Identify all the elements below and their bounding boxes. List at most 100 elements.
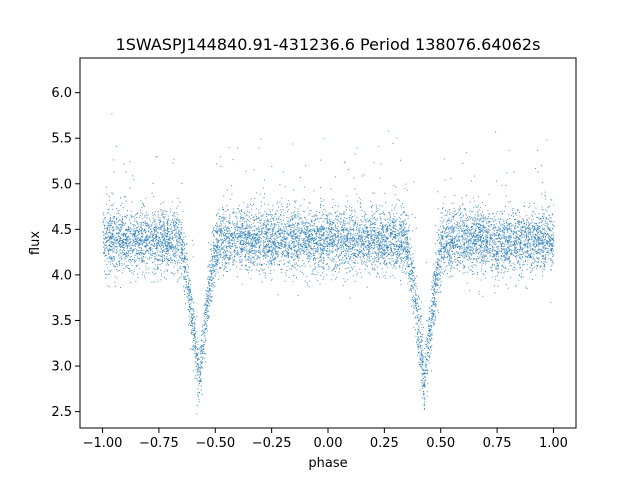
data-point bbox=[398, 199, 400, 201]
data-point bbox=[361, 237, 363, 239]
data-point bbox=[167, 232, 169, 234]
data-point bbox=[264, 251, 266, 253]
data-point bbox=[386, 237, 388, 239]
data-point bbox=[482, 295, 484, 297]
data-point bbox=[311, 219, 313, 221]
data-point bbox=[302, 210, 304, 212]
data-point bbox=[352, 228, 354, 230]
data-point bbox=[172, 254, 174, 256]
data-point bbox=[283, 241, 285, 243]
data-point bbox=[480, 219, 482, 221]
data-point bbox=[359, 252, 361, 254]
data-point bbox=[264, 223, 266, 225]
data-point bbox=[432, 297, 433, 299]
data-point bbox=[105, 246, 107, 248]
data-point bbox=[116, 236, 118, 238]
data-point bbox=[535, 268, 537, 269]
data-point bbox=[204, 324, 206, 326]
data-point bbox=[243, 243, 245, 245]
data-point bbox=[532, 229, 534, 231]
data-point bbox=[526, 234, 528, 236]
data-point bbox=[183, 289, 185, 291]
data-point bbox=[319, 212, 321, 213]
data-point bbox=[272, 240, 274, 242]
data-point bbox=[125, 266, 127, 268]
data-point bbox=[232, 208, 234, 210]
data-point bbox=[503, 260, 505, 261]
data-point bbox=[500, 218, 502, 220]
data-point bbox=[475, 224, 477, 226]
data-point bbox=[537, 265, 539, 267]
data-point bbox=[199, 372, 201, 374]
data-point bbox=[552, 235, 554, 237]
data-point bbox=[403, 233, 405, 235]
data-point bbox=[176, 212, 178, 214]
data-point bbox=[142, 240, 144, 242]
data-point bbox=[343, 243, 345, 244]
data-point bbox=[232, 250, 234, 252]
data-point bbox=[159, 244, 160, 246]
data-point bbox=[531, 235, 533, 237]
data-point bbox=[384, 214, 386, 216]
data-point bbox=[166, 235, 168, 237]
data-point bbox=[438, 251, 440, 253]
data-point bbox=[269, 251, 271, 252]
data-point bbox=[131, 255, 133, 257]
data-point bbox=[279, 229, 281, 231]
data-point bbox=[425, 363, 426, 365]
data-point bbox=[241, 236, 243, 238]
data-point bbox=[416, 316, 418, 318]
data-point bbox=[113, 217, 115, 219]
data-point bbox=[191, 239, 193, 241]
data-point bbox=[234, 225, 236, 227]
data-point bbox=[412, 271, 414, 272]
data-point bbox=[327, 218, 329, 220]
data-point bbox=[226, 221, 228, 222]
data-point bbox=[429, 330, 431, 332]
data-point bbox=[320, 230, 322, 232]
data-point bbox=[277, 236, 279, 238]
data-point bbox=[466, 229, 468, 230]
data-point bbox=[407, 231, 409, 233]
data-point bbox=[373, 240, 375, 242]
data-point bbox=[187, 301, 189, 303]
data-point bbox=[186, 253, 187, 255]
data-point bbox=[213, 265, 215, 267]
data-point bbox=[265, 249, 267, 250]
data-point bbox=[256, 192, 258, 194]
data-point bbox=[281, 240, 283, 242]
data-point bbox=[315, 258, 317, 260]
data-point bbox=[522, 247, 524, 249]
data-point bbox=[542, 255, 544, 257]
data-point bbox=[356, 274, 358, 276]
data-point bbox=[345, 235, 347, 237]
data-point bbox=[205, 298, 207, 300]
data-point bbox=[181, 260, 183, 261]
data-point bbox=[270, 211, 271, 213]
data-point bbox=[531, 239, 533, 241]
data-point bbox=[543, 245, 545, 247]
data-point bbox=[337, 225, 339, 227]
data-point bbox=[482, 257, 484, 259]
data-point bbox=[268, 209, 270, 211]
data-point bbox=[536, 239, 538, 241]
data-point bbox=[529, 227, 531, 229]
data-point bbox=[263, 240, 264, 242]
data-point bbox=[356, 147, 358, 149]
data-point bbox=[210, 285, 212, 287]
data-point bbox=[222, 208, 223, 210]
data-point bbox=[474, 232, 476, 234]
data-point bbox=[189, 299, 191, 301]
data-point bbox=[278, 206, 280, 208]
data-point bbox=[505, 259, 507, 261]
data-point bbox=[184, 291, 186, 293]
data-point bbox=[392, 233, 394, 235]
data-point bbox=[261, 263, 263, 265]
data-point bbox=[360, 251, 362, 253]
data-point bbox=[221, 235, 223, 237]
data-point bbox=[273, 228, 275, 230]
data-point bbox=[248, 226, 250, 228]
data-point bbox=[125, 242, 127, 244]
data-point bbox=[150, 225, 152, 227]
data-point bbox=[517, 262, 519, 264]
